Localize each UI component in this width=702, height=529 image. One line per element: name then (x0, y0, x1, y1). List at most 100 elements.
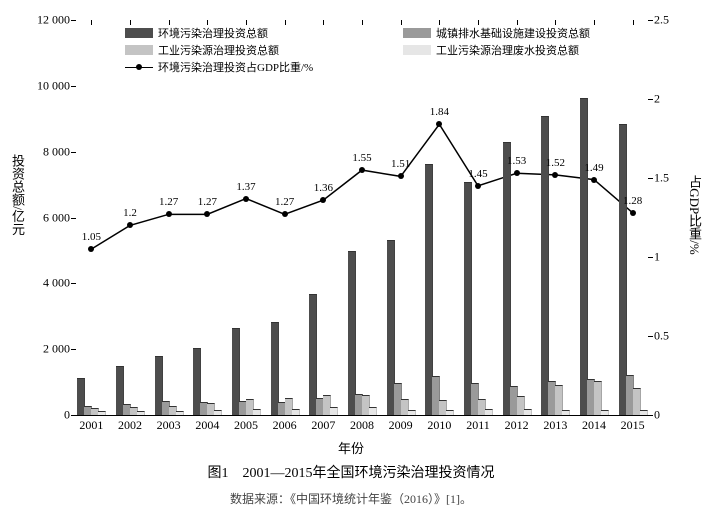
y-left-tick: 4 000 (25, 276, 70, 291)
chart-caption: 图1 2001—2015年全国环境污染治理投资情况 (0, 462, 702, 482)
bar (253, 409, 261, 415)
y-axis-right: 00.511.522.5 (654, 20, 684, 415)
bar (214, 410, 222, 415)
legend-item: 城镇排水基础设施建设投资总额 (403, 25, 663, 41)
x-tick: 2006 (273, 418, 297, 433)
y-left-tick: 2 000 (25, 342, 70, 357)
line-marker (166, 211, 172, 217)
line-marker (514, 170, 520, 176)
bar (330, 407, 338, 415)
bar (446, 410, 454, 415)
line-value-label: 1.84 (430, 106, 449, 118)
line-marker (359, 167, 365, 173)
line-value-label: 1.28 (623, 195, 642, 207)
line-value-label: 1.05 (82, 231, 101, 243)
line-marker (204, 211, 210, 217)
legend-item: 环境污染治理投资占GDP比重/% (125, 59, 385, 75)
line-value-label: 1.27 (275, 196, 294, 208)
legend-label: 工业污染源治理投资总额 (158, 42, 279, 58)
bar (176, 411, 184, 415)
bar (619, 124, 627, 415)
legend-swatch (125, 45, 153, 55)
x-tick: 2015 (621, 418, 645, 433)
line-marker (398, 173, 404, 179)
bar (503, 142, 511, 415)
bar (464, 182, 472, 415)
y-left-tick: 0 (25, 408, 70, 423)
line-value-label: 1.36 (314, 182, 333, 194)
line-marker (320, 197, 326, 203)
line-marker (475, 183, 481, 189)
line-value-label: 1.51 (391, 158, 410, 170)
legend: 环境污染治理投资总额 城镇排水基础设施建设投资总额工业污染源治理投资总额 工业污染源… (125, 24, 681, 75)
line-marker (282, 211, 288, 217)
line-marker (552, 172, 558, 178)
bar (292, 409, 300, 415)
bar (601, 410, 609, 415)
bar (408, 410, 416, 415)
y-axis-left: 02 0004 0006 0008 00010 00012 000 (30, 20, 70, 415)
plot-area: 1.051.21.271.271.371.271.361.551.511.841… (72, 20, 652, 416)
line-value-label: 1.2 (123, 207, 137, 219)
line-marker (630, 210, 636, 216)
chart-source: 数据来源：《中国环境统计年鉴（2016）》[1]。 (0, 490, 702, 507)
legend-label: 环境污染治理投资占GDP比重/% (158, 59, 313, 75)
y-left-tick: 8 000 (25, 144, 70, 159)
bar (369, 407, 377, 415)
x-tick: 2001 (79, 418, 103, 433)
x-tick: 2005 (234, 418, 258, 433)
x-tick: 2007 (311, 418, 335, 433)
bar (640, 410, 648, 415)
line-value-label: 1.37 (236, 181, 255, 193)
y-axis-left-label: 投资总额/亿元 (8, 154, 27, 236)
line-marker (127, 222, 133, 228)
y-axis-right-label: 占GDP比重/% (685, 175, 702, 254)
legend-swatch (125, 28, 153, 38)
y-left-tick: 10 000 (25, 78, 70, 93)
bar (580, 98, 588, 415)
line-value-label: 1.53 (507, 155, 526, 167)
line-marker (591, 177, 597, 183)
x-tick: 2004 (195, 418, 219, 433)
legend-item: 环境污染治理投资总额 (125, 25, 385, 41)
chart-container: 02 0004 0006 0008 00010 00012 000 00.511… (0, 0, 702, 529)
line-value-label: 1.52 (546, 157, 565, 169)
line-marker (243, 196, 249, 202)
y-right-tick: 1.5 (654, 171, 669, 186)
bar (309, 294, 317, 415)
legend-line-icon (125, 61, 153, 73)
legend-item: 工业污染源治理投资总额 (125, 42, 385, 58)
x-tick: 2011 (466, 418, 490, 433)
line-marker (436, 121, 442, 127)
x-tick: 2013 (543, 418, 567, 433)
legend-item: 工业污染源治理废水投资总额 (403, 42, 663, 58)
bar (98, 411, 106, 415)
x-axis-label: 年份 (0, 438, 702, 457)
y-right-tick: 2 (654, 92, 660, 107)
y-right-tick: 0 (654, 408, 660, 423)
y-left-tick: 12 000 (25, 13, 70, 28)
x-tick: 2012 (505, 418, 529, 433)
bar (348, 251, 356, 415)
legend-label: 城镇排水基础设施建设投资总额 (436, 25, 590, 41)
bar (485, 409, 493, 415)
y-right-tick: 1 (654, 250, 660, 265)
bar (562, 410, 570, 415)
x-tick: 2003 (157, 418, 181, 433)
line-value-label: 1.27 (198, 196, 217, 208)
x-tick: 2014 (582, 418, 606, 433)
x-tick: 2010 (427, 418, 451, 433)
x-axis-ticks: 2001200220032004200520062007200820092010… (72, 418, 652, 434)
bar (524, 409, 532, 415)
legend-swatch (403, 45, 431, 55)
legend-swatch (403, 28, 431, 38)
x-tick: 2008 (350, 418, 374, 433)
line-value-label: 1.55 (352, 152, 371, 164)
line-marker (88, 246, 94, 252)
legend-label: 环境污染治理投资总额 (158, 25, 268, 41)
y-right-tick: 0.5 (654, 329, 669, 344)
y-left-tick: 6 000 (25, 210, 70, 225)
legend-label: 工业污染源治理废水投资总额 (436, 42, 579, 58)
bar (137, 411, 145, 415)
x-tick: 2002 (118, 418, 142, 433)
